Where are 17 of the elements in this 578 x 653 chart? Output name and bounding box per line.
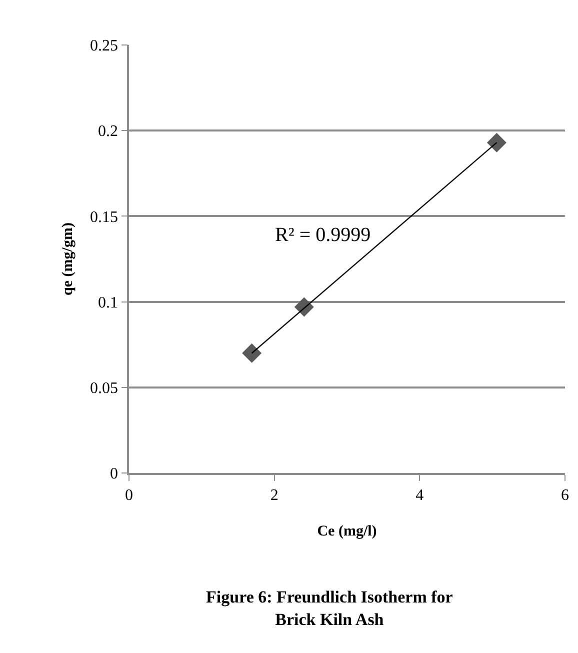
y-axis-title: qe (mg/gm) [60, 222, 76, 296]
x-tick-label: 0 [125, 486, 133, 504]
annotation: R² = 0.9999 [275, 224, 371, 246]
y-tick-label: 0.1 [98, 294, 118, 312]
text: Figure 6: Freundlich Isotherm for Brick Kiln Ash [206, 588, 454, 629]
x-tick-label: 2 [270, 486, 278, 504]
y-tick-label: 0 [110, 466, 118, 483]
x-tick-label: 4 [416, 486, 424, 504]
point [294, 297, 314, 317]
y-tick-label: 0.05 [90, 380, 118, 397]
x-tick-label: 6 [561, 486, 569, 504]
y-tick-label: 0.25 [90, 38, 118, 55]
x-axis-title: Ce (mg/l) [317, 523, 377, 540]
y-tick-label: 0.2 [98, 123, 118, 140]
point [486, 132, 506, 152]
y-tick-label: 0.15 [90, 208, 118, 226]
point [242, 343, 262, 363]
